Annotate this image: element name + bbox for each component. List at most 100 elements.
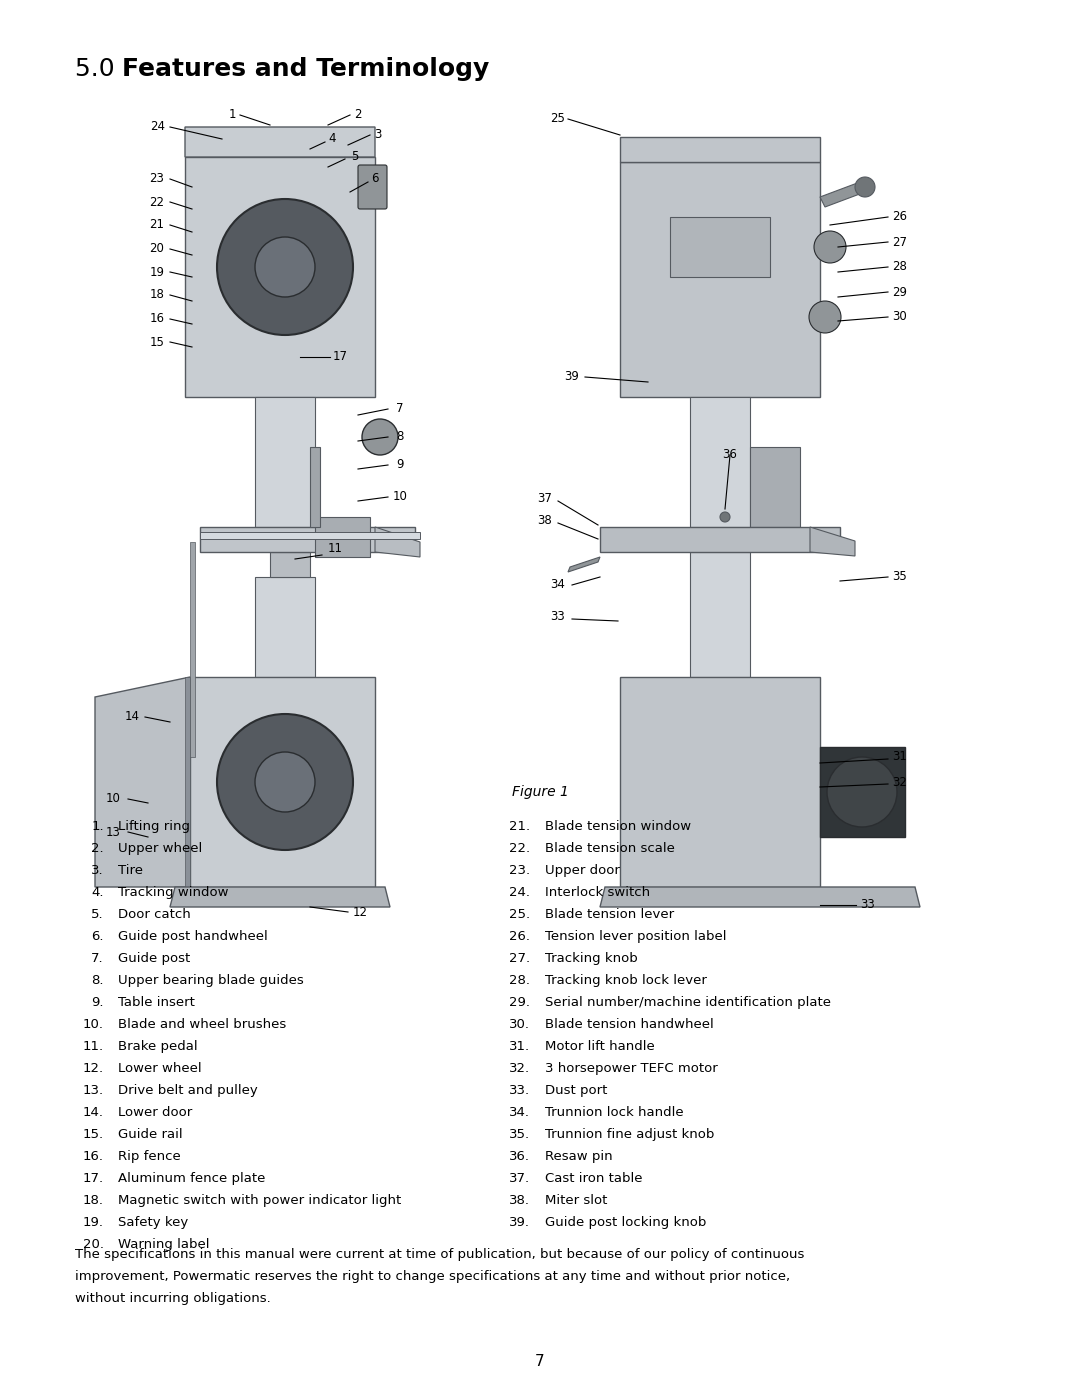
Text: Interlock switch: Interlock switch: [545, 886, 650, 900]
Text: 6.: 6.: [92, 930, 104, 943]
Text: 5.0: 5.0: [75, 57, 131, 81]
Text: 27: 27: [892, 236, 907, 249]
Text: 38: 38: [538, 514, 552, 528]
Text: 32.: 32.: [509, 1062, 530, 1076]
Text: 15: 15: [149, 335, 164, 348]
Polygon shape: [810, 527, 855, 556]
Text: 30.: 30.: [509, 1018, 530, 1031]
Text: Lower door: Lower door: [118, 1106, 192, 1119]
Text: 25: 25: [551, 113, 566, 126]
Polygon shape: [670, 217, 770, 277]
Circle shape: [362, 419, 399, 455]
Text: Brake pedal: Brake pedal: [118, 1039, 198, 1053]
Text: 29.: 29.: [509, 996, 530, 1009]
Text: 25.: 25.: [509, 908, 530, 921]
Text: 11: 11: [327, 542, 342, 556]
Text: 37: 37: [538, 493, 553, 506]
Text: Serial number/machine identification plate: Serial number/machine identification pla…: [545, 996, 831, 1009]
Bar: [60, 95, 1020, 760]
Polygon shape: [315, 517, 370, 557]
Text: without incurring obligations.: without incurring obligations.: [75, 1292, 271, 1305]
Polygon shape: [820, 747, 905, 837]
Text: Guide post locking knob: Guide post locking knob: [545, 1215, 706, 1229]
Polygon shape: [620, 162, 820, 397]
Text: Miter slot: Miter slot: [545, 1194, 607, 1207]
Text: 18.: 18.: [83, 1194, 104, 1207]
Text: Aluminum fence plate: Aluminum fence plate: [118, 1172, 266, 1185]
Text: 26: 26: [892, 211, 907, 224]
Text: 36.: 36.: [509, 1150, 530, 1162]
Text: Rip fence: Rip fence: [118, 1150, 180, 1162]
Text: 29: 29: [892, 285, 907, 299]
Text: 1: 1: [228, 109, 235, 122]
Text: Upper door: Upper door: [545, 863, 620, 877]
Text: 5.: 5.: [92, 908, 104, 921]
Text: 33: 33: [861, 898, 876, 911]
Circle shape: [814, 231, 846, 263]
Polygon shape: [750, 447, 800, 527]
Text: 37.: 37.: [509, 1172, 530, 1185]
Text: Blade tension scale: Blade tension scale: [545, 842, 675, 855]
Text: 11.: 11.: [83, 1039, 104, 1053]
Text: 14.: 14.: [83, 1106, 104, 1119]
Text: 9.: 9.: [92, 996, 104, 1009]
Circle shape: [217, 198, 353, 335]
Text: Tracking knob: Tracking knob: [545, 951, 638, 965]
Circle shape: [255, 752, 315, 812]
Text: 28.: 28.: [509, 974, 530, 988]
Text: 24: 24: [150, 120, 165, 134]
Text: Blade and wheel brushes: Blade and wheel brushes: [118, 1018, 286, 1031]
Text: improvement, Powermatic reserves the right to change specifications at any time : improvement, Powermatic reserves the rig…: [75, 1270, 791, 1282]
Polygon shape: [190, 678, 375, 887]
Polygon shape: [255, 397, 315, 527]
Text: 3.: 3.: [92, 863, 104, 877]
Circle shape: [720, 511, 730, 522]
Text: 20: 20: [149, 243, 164, 256]
Text: 4: 4: [328, 133, 336, 145]
Text: Blade tension lever: Blade tension lever: [545, 908, 674, 921]
Polygon shape: [200, 532, 420, 539]
Text: Guide post handwheel: Guide post handwheel: [118, 930, 268, 943]
Text: Upper wheel: Upper wheel: [118, 842, 202, 855]
Polygon shape: [190, 542, 195, 757]
Text: Warning label: Warning label: [118, 1238, 210, 1250]
Text: 35.: 35.: [509, 1127, 530, 1141]
Polygon shape: [95, 678, 190, 887]
Polygon shape: [255, 577, 315, 678]
Circle shape: [809, 300, 841, 332]
Circle shape: [855, 177, 875, 197]
Text: 33: 33: [551, 610, 565, 623]
Text: Tracking window: Tracking window: [118, 886, 229, 900]
Text: 10: 10: [106, 792, 121, 806]
Circle shape: [827, 757, 897, 827]
Text: 39.: 39.: [509, 1215, 530, 1229]
FancyBboxPatch shape: [185, 127, 375, 156]
Text: Safety key: Safety key: [118, 1215, 188, 1229]
Text: Tracking knob lock lever: Tracking knob lock lever: [545, 974, 707, 988]
Text: 7: 7: [396, 402, 404, 415]
Text: 12.: 12.: [83, 1062, 104, 1076]
Text: 27.: 27.: [509, 951, 530, 965]
Text: 8: 8: [396, 430, 404, 443]
Text: 39: 39: [565, 370, 580, 384]
Text: 16: 16: [149, 313, 164, 326]
Text: Features and Terminology: Features and Terminology: [122, 57, 489, 81]
Text: Trunnion fine adjust knob: Trunnion fine adjust knob: [545, 1127, 714, 1141]
Text: 3: 3: [375, 129, 381, 141]
Polygon shape: [375, 527, 420, 557]
Text: 16.: 16.: [83, 1150, 104, 1162]
Text: 2.: 2.: [92, 842, 104, 855]
Text: Motor lift handle: Motor lift handle: [545, 1039, 654, 1053]
Text: 4.: 4.: [92, 886, 104, 900]
Text: 22.: 22.: [509, 842, 530, 855]
Text: 12: 12: [352, 905, 367, 918]
Text: 23.: 23.: [509, 863, 530, 877]
Circle shape: [255, 237, 315, 298]
Text: Guide rail: Guide rail: [118, 1127, 183, 1141]
Text: Tension lever position label: Tension lever position label: [545, 930, 727, 943]
Polygon shape: [310, 447, 320, 527]
Text: 24.: 24.: [509, 886, 530, 900]
Text: 21: 21: [149, 218, 164, 232]
Text: 31.: 31.: [509, 1039, 530, 1053]
Text: Resaw pin: Resaw pin: [545, 1150, 612, 1162]
